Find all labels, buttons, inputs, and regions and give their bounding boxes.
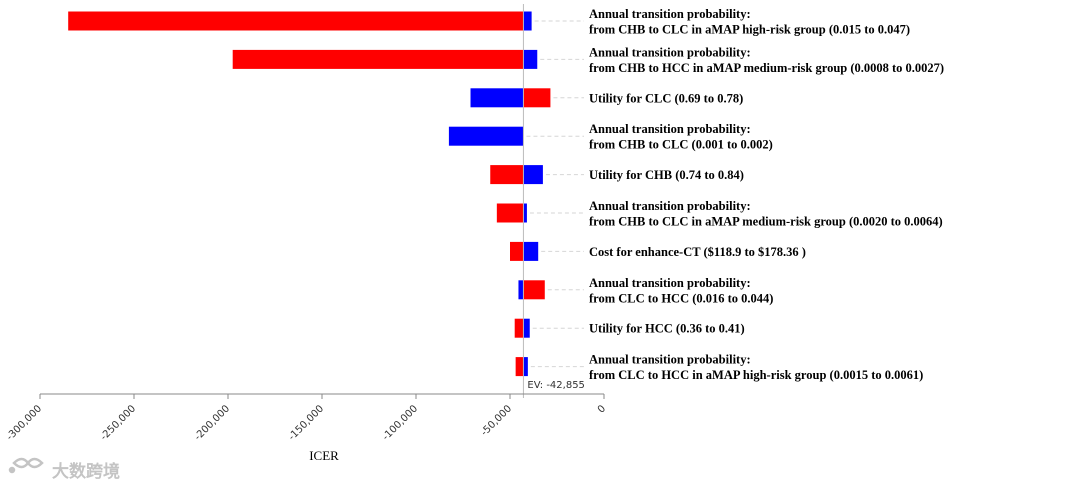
parameter-label-6: Annual transition probability: from CHB t… [589, 199, 943, 229]
parameter-label-2: Annual transition probability: from CHB t… [589, 45, 944, 75]
bar-blue-3 [470, 88, 524, 108]
x-tick-label: 0 [596, 403, 608, 415]
x-axis-title: ICER [309, 448, 339, 463]
bar-blue-7 [523, 241, 539, 261]
bars-group [68, 11, 551, 377]
parameter-label-line: Utility for CLC (0.69 to 0.78) [589, 91, 743, 105]
bar-blue-6 [523, 203, 527, 223]
parameter-label-line: from CHB to CLC in aMAP high-risk group … [589, 23, 910, 37]
parameter-label-10: Annual transition probability: from CLC t… [589, 353, 923, 383]
bar-blue-10 [523, 357, 528, 377]
bar-blue-5 [523, 165, 543, 185]
bar-blue-4 [448, 126, 524, 146]
bar-red-1 [68, 11, 524, 31]
parameter-labels-group: Annual transition probability: from CHB t… [589, 7, 944, 382]
bar-red-9 [514, 318, 524, 338]
parameter-label-line: Utility for HCC (0.36 to 0.41) [589, 322, 745, 336]
parameter-label-line: Utility for CHB (0.74 to 0.84) [589, 168, 744, 182]
leader-lines-group [526, 20, 584, 368]
x-tick-label: -250,000 [99, 403, 139, 443]
parameter-label-4: Annual transition probability: from CHB t… [589, 122, 773, 152]
parameter-label-3: Utility for CLC (0.69 to 0.78) [589, 91, 743, 105]
bar-blue-8 [518, 280, 524, 300]
x-tick-label: -150,000 [287, 403, 327, 443]
bar-blue-1 [523, 11, 532, 31]
x-ticks-group: -300,000 -250,000 -200,000 -150,000 -100,000… [5, 394, 608, 443]
bar-red-6 [496, 203, 524, 223]
parameter-label-line: Annual transition probability: [589, 7, 751, 21]
parameter-label-line: Annual transition probability: [589, 122, 751, 136]
bar-red-3 [523, 88, 551, 108]
bar-red-8 [523, 280, 545, 300]
bar-red-7 [510, 241, 524, 261]
parameter-label-8: Annual transition probability: from CLC t… [589, 276, 773, 306]
parameter-label-line: Annual transition probability: [589, 199, 751, 213]
watermark-text: 大数跨境 [52, 461, 120, 482]
parameter-label-5: Utility for CHB (0.74 to 0.84) [589, 168, 744, 182]
x-tick-label: -50,000 [479, 403, 514, 438]
parameter-label-line: from CHB to CLC in aMAP medium-risk grou… [589, 215, 943, 229]
ev-label: EV: -42,855 [527, 380, 585, 391]
watermark: 大数跨境 [8, 457, 120, 482]
parameter-label-line: from CLC to HCC (0.016 to 0.044) [589, 291, 773, 305]
bar-red-2 [232, 49, 524, 69]
parameter-label-line: Annual transition probability: [589, 276, 751, 290]
bar-red-10 [515, 357, 524, 377]
bar-red-5 [490, 165, 524, 185]
parameter-label-line: Cost for enhance-CT ($118.9 to $178.36 ) [589, 245, 806, 259]
parameter-label-7: Cost for enhance-CT ($118.9 to $178.36 ) [589, 245, 806, 259]
parameter-label-9: Utility for HCC (0.36 to 0.41) [589, 322, 745, 336]
x-tick-label: -300,000 [5, 403, 45, 443]
parameter-label-line: Annual transition probability: [589, 353, 751, 367]
x-tick-label: -100,000 [381, 403, 421, 443]
parameter-label-line: from CHB to HCC in aMAP medium-risk grou… [589, 61, 944, 75]
infinity-logo-icon [8, 457, 44, 474]
bar-blue-9 [523, 318, 530, 338]
x-tick-label: -200,000 [193, 403, 233, 443]
bar-blue-2 [523, 49, 538, 69]
parameter-label-line: from CHB to CLC (0.001 to 0.002) [589, 138, 773, 152]
parameter-label-1: Annual transition probability: from CHB t… [589, 7, 910, 37]
parameter-label-line: Annual transition probability: [589, 45, 751, 59]
ev-label-background [525, 378, 586, 390]
parameter-label-line: from CLC to HCC in aMAP high-risk group … [589, 368, 923, 382]
